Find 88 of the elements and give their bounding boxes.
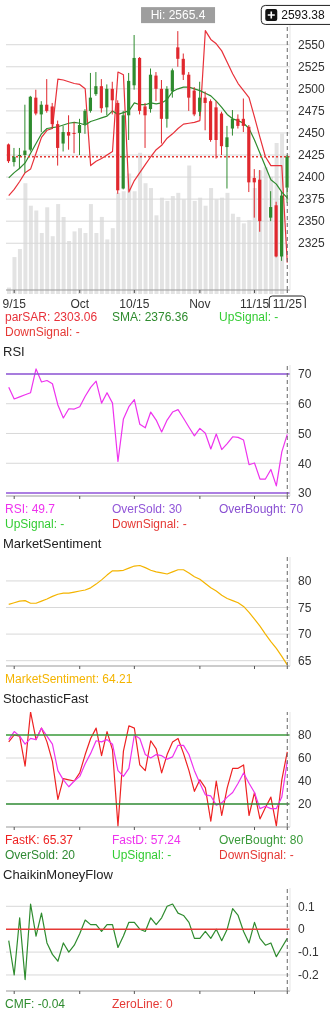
y-tick-label: 70	[298, 627, 312, 642]
y-tick-label: 2475	[298, 104, 326, 119]
chart-title: ChaikinMoneyFlow	[2, 866, 114, 883]
text: RSI: 49.7	[5, 502, 57, 517]
candlestick	[12, 147, 16, 167]
y-tick-label: 2325	[298, 236, 326, 251]
candlestick	[94, 71, 98, 97]
y-tick-label: -0.1	[298, 945, 319, 960]
ref-line-label: OverSold: 30	[112, 502, 184, 517]
candlestick	[88, 72, 93, 114]
y-tick-label: 0	[298, 922, 305, 937]
y-tick-label: 40	[298, 456, 312, 471]
candlestick	[187, 71, 191, 112]
x-tick-label: Oct	[70, 297, 90, 311]
y-tick-label: 65	[298, 653, 312, 668]
x-tick-label: 10/15	[119, 297, 150, 311]
candlestick	[34, 89, 38, 116]
y-tick-label: 30	[298, 486, 312, 501]
line-series	[8, 29, 288, 264]
candlestick	[72, 121, 76, 154]
candlestick	[236, 113, 240, 130]
y-tick-label: 75	[298, 600, 312, 615]
y-tick-label: 2425	[298, 148, 326, 163]
candlestick	[154, 71, 158, 102]
y-tick-label: 0.1	[298, 899, 316, 914]
series-label: CMF: -0.04	[5, 997, 66, 1012]
y-tick-label: 70	[298, 367, 312, 382]
text: SMA: 2376.36	[112, 310, 190, 325]
chart-title: StochasticFast	[2, 690, 90, 707]
y-tick-label: 2525	[298, 60, 326, 75]
y-tick-label: 20	[298, 797, 312, 812]
candlestick	[61, 125, 65, 152]
y-tick-label: -0.2	[298, 968, 319, 983]
candlestick	[45, 78, 49, 114]
candlestick	[230, 109, 235, 137]
candlestick	[17, 147, 22, 170]
x-tick-label: 11/15	[239, 297, 270, 311]
x-tick-label: Nov	[189, 297, 211, 311]
ref-line-label: ZeroLine: 0	[112, 997, 174, 1012]
text: UpSignal: -	[5, 517, 66, 532]
annotation: 2593.38	[281, 8, 325, 23]
candlestick	[181, 53, 185, 81]
x-tick-label: 11/25	[272, 297, 303, 311]
line-series	[8, 727, 288, 810]
y-tick-label: 80	[298, 574, 312, 589]
text: DownSignal: -	[219, 848, 295, 863]
ref-line-label: OverBought: 80	[219, 833, 305, 848]
chart-title: RSI	[2, 343, 26, 360]
x-tick-label: 9/15	[2, 297, 27, 311]
candlestick	[241, 98, 245, 133]
y-tick-label: 40	[298, 774, 312, 789]
candlestick	[192, 86, 196, 117]
text: FastD: 57.24	[112, 833, 182, 848]
y-tick-label: 2450	[298, 126, 326, 141]
candlestick	[225, 125, 229, 190]
annotation: Hi: 2565.4	[150, 8, 206, 23]
y-tick-label: 50	[298, 426, 312, 441]
line-series	[8, 712, 288, 827]
candlestick	[143, 102, 147, 149]
candlestick	[99, 78, 103, 114]
line-series	[8, 368, 288, 487]
ref-line-label: OverSold: 20	[5, 848, 77, 863]
y-tick-label: 60	[298, 396, 312, 411]
line-series	[8, 564, 288, 666]
candlestick	[77, 118, 82, 156]
text: UpSignal: -	[219, 310, 280, 325]
y-tick-label: 2350	[298, 214, 326, 229]
y-tick-label: 2500	[298, 82, 326, 97]
candlestick	[176, 30, 180, 68]
candlestick	[83, 108, 87, 135]
ref-line-label: OverBought: 70	[219, 502, 305, 517]
y-tick-label: 80	[298, 728, 312, 743]
candlestick	[56, 120, 60, 167]
chart-title: MarketSentiment	[2, 535, 103, 552]
text: FastK: 65.37	[5, 833, 75, 848]
text: DownSignal: -	[112, 517, 188, 532]
y-tick-label: 2375	[298, 192, 326, 207]
line-series	[8, 903, 288, 981]
candlestick	[50, 102, 54, 130]
y-tick-label: 60	[298, 751, 312, 766]
text: UpSignal: -	[112, 848, 173, 863]
y-tick-label: 2550	[298, 37, 326, 52]
text: parSAR: 2303.06	[5, 310, 99, 325]
candlestick	[269, 190, 273, 222]
y-tick-label: 2400	[298, 170, 326, 185]
text: MarketSentiment: 64.21	[5, 672, 133, 687]
candlestick	[66, 114, 71, 151]
text: DownSignal: -	[5, 325, 81, 340]
